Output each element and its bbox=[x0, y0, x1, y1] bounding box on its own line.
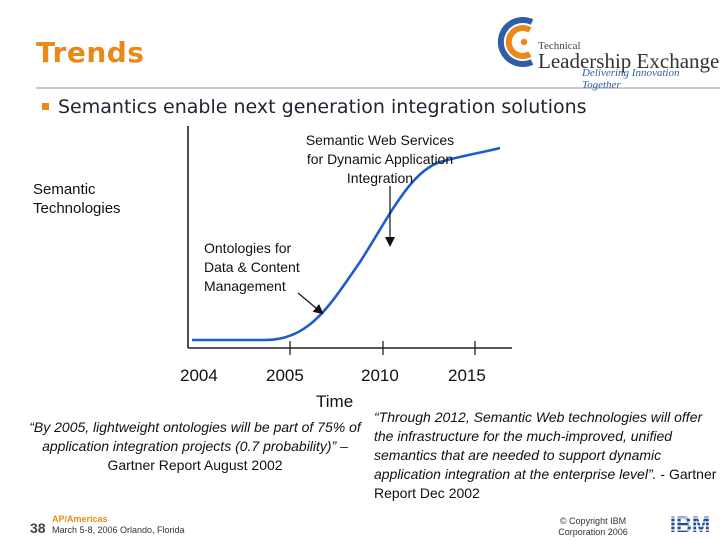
copyright: © Copyright IBM Corporation 2006 bbox=[558, 516, 628, 537]
ibm-logo-icon: IBM bbox=[664, 512, 716, 537]
bullet-text: Semantics enable next generation integra… bbox=[58, 96, 587, 118]
footer-region: AP/Americas bbox=[52, 514, 108, 524]
tick-label-2015: 2015 bbox=[448, 366, 486, 385]
annotation-ontologies: Ontologies for Data & Content Management bbox=[204, 240, 300, 294]
tick-label-2005: 2005 bbox=[266, 366, 304, 385]
bullet-square-icon bbox=[42, 103, 49, 110]
slide-number: 38 bbox=[30, 520, 46, 536]
ibm-logo: IBM bbox=[664, 512, 716, 537]
tle-logo-icon bbox=[497, 17, 534, 67]
svg-text:IBM: IBM bbox=[670, 512, 710, 536]
quote-left: “By 2005, lightweight ontologies will be… bbox=[29, 419, 361, 473]
y-axis-label: Semantic Technologies bbox=[33, 181, 121, 217]
tick-label-2004: 2004 bbox=[180, 366, 218, 385]
x-axis-label: Time bbox=[316, 392, 354, 411]
footer-date: March 5-8, 2006 Orlando, Florida bbox=[52, 525, 185, 535]
quote-right: “Through 2012, Semantic Web technologies… bbox=[374, 409, 717, 501]
arrow-ontologies bbox=[297, 292, 324, 315]
slide-title: Trends bbox=[36, 36, 145, 69]
tick-label-2010: 2010 bbox=[361, 366, 399, 385]
logo-subtitle: Technical bbox=[538, 40, 581, 52]
adoption-curve bbox=[192, 146, 501, 342]
logo-title: Leadership Exchange bbox=[538, 49, 720, 73]
logo-tagline: Delivering Innovation Together bbox=[582, 67, 680, 91]
annotation-semantic-web-services: Semantic Web Services for Dynamic Applic… bbox=[305, 132, 455, 186]
title-divider bbox=[36, 87, 720, 89]
